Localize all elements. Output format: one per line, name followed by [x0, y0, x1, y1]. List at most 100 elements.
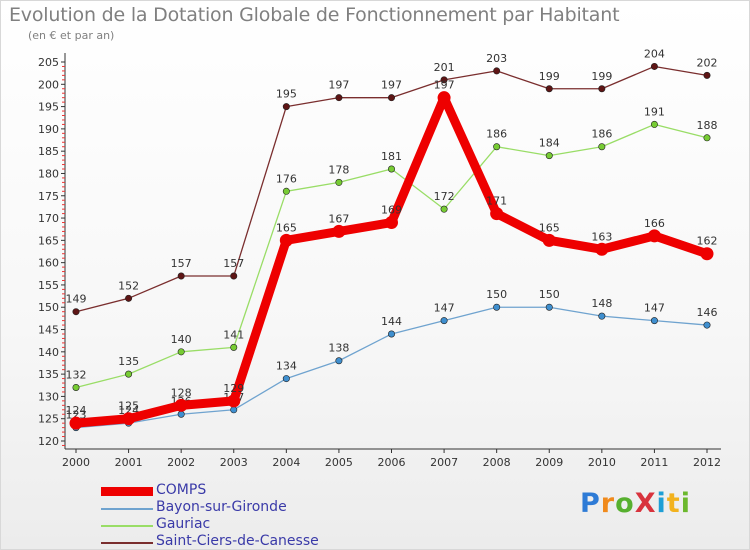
y-tick-label: 125: [38, 413, 59, 426]
data-point: [545, 85, 553, 93]
data-label: 157: [223, 257, 244, 270]
data-point: [177, 348, 185, 356]
line-chart: 120 125 130 135 140 145 150 155 160 165 170 175 180 1…: [38, 47, 721, 469]
brand-letter: r: [600, 488, 616, 519]
data-label: 140: [171, 333, 192, 346]
brand-letter: P: [580, 488, 601, 519]
data-point: [700, 247, 714, 261]
data-label: 165: [276, 221, 297, 234]
data-label: 147: [644, 302, 665, 315]
legend-label: Bayon-sur-Gironde: [156, 499, 287, 515]
data-point: [440, 205, 448, 213]
y-tick-label: 185: [38, 145, 59, 158]
data-point: [335, 94, 343, 102]
data-label: 186: [591, 128, 612, 141]
data-point: [595, 242, 609, 256]
y-tick-label: 140: [38, 346, 59, 359]
brand-letter: o: [615, 488, 635, 519]
data-point: [598, 312, 606, 320]
data-label: 163: [591, 230, 612, 243]
data-point: [282, 375, 290, 383]
data-label: 201: [434, 61, 455, 74]
data-label: 191: [644, 105, 665, 118]
data-label: 197: [328, 79, 349, 92]
data-point: [177, 410, 185, 418]
brand-letter: t: [666, 488, 681, 519]
chart-title: Evolution de la Dotation Globale de Fonc…: [9, 4, 620, 26]
data-point: [122, 412, 136, 426]
data-label: 152: [118, 279, 139, 292]
data-label: 124: [66, 404, 87, 417]
data-point: [335, 178, 343, 186]
data-label: 135: [118, 355, 139, 368]
legend-label: COMPS: [156, 482, 207, 498]
data-point: [598, 143, 606, 151]
data-label: 181: [381, 150, 402, 163]
data-point: [545, 303, 553, 311]
chart-subtitle: (en € et par an): [28, 29, 115, 42]
data-point: [650, 317, 658, 325]
y-tick-label: 150: [38, 301, 59, 314]
legend-swatch: [101, 542, 153, 544]
x-tick-label: 2005: [325, 456, 353, 469]
data-label: 203: [486, 52, 507, 65]
x-tick-label: 2003: [220, 456, 248, 469]
data-point: [545, 152, 553, 160]
y-tick-label: 190: [38, 123, 59, 136]
data-label: 197: [434, 79, 455, 92]
y-tick-label: 120: [38, 435, 59, 448]
data-point: [493, 303, 501, 311]
data-point: [387, 330, 395, 338]
data-point: [177, 272, 185, 280]
data-label: 128: [171, 386, 192, 399]
x-tick-label: 2007: [430, 456, 458, 469]
x-tick-label: 2002: [167, 456, 195, 469]
x-tick-label: 2006: [378, 456, 406, 469]
data-label: 150: [539, 288, 560, 301]
data-point: [387, 165, 395, 173]
data-point: [703, 71, 711, 79]
data-label: 167: [328, 212, 349, 225]
data-label: 186: [486, 128, 507, 141]
data-point: [440, 317, 448, 325]
y-tick-label: 175: [38, 190, 59, 203]
data-point: [703, 321, 711, 329]
y-tick-label: 200: [38, 78, 59, 91]
series-line-gauriac: [75, 123, 708, 389]
data-point: [230, 343, 238, 351]
data-label: 204: [644, 47, 665, 60]
y-tick-label: 205: [38, 56, 59, 69]
data-label: 138: [328, 342, 349, 355]
x-tick-label: 2011: [640, 456, 668, 469]
data-point: [598, 85, 606, 93]
y-tick-label: 135: [38, 368, 59, 381]
data-point: [282, 103, 290, 111]
brand-logo: ProXiti: [580, 488, 691, 519]
x-tick-label: 2010: [588, 456, 616, 469]
data-label: 162: [697, 235, 718, 248]
data-point: [490, 207, 504, 221]
data-label: 202: [697, 56, 718, 69]
data-label: 132: [66, 368, 87, 381]
series-line-saint-ciers-de-canesse: [75, 65, 708, 313]
y-tick-label: 145: [38, 324, 59, 337]
data-point: [542, 233, 556, 247]
data-point: [385, 216, 398, 230]
data-label: 144: [381, 315, 402, 328]
data-point: [230, 406, 238, 414]
y-tick-label: 180: [38, 167, 59, 180]
data-point: [703, 134, 711, 142]
data-label: 176: [276, 172, 297, 185]
data-point: [69, 416, 83, 430]
x-tick-label: 2001: [115, 456, 143, 469]
data-label: 150: [486, 288, 507, 301]
legend-swatch: [101, 508, 153, 510]
data-label: 171: [486, 195, 507, 208]
data-point: [647, 229, 661, 243]
data-point: [174, 398, 188, 412]
y-tick-label: 170: [38, 212, 59, 225]
data-label: 146: [697, 306, 718, 319]
brand-letter: i: [656, 488, 667, 519]
y-tick-label: 160: [38, 257, 59, 270]
